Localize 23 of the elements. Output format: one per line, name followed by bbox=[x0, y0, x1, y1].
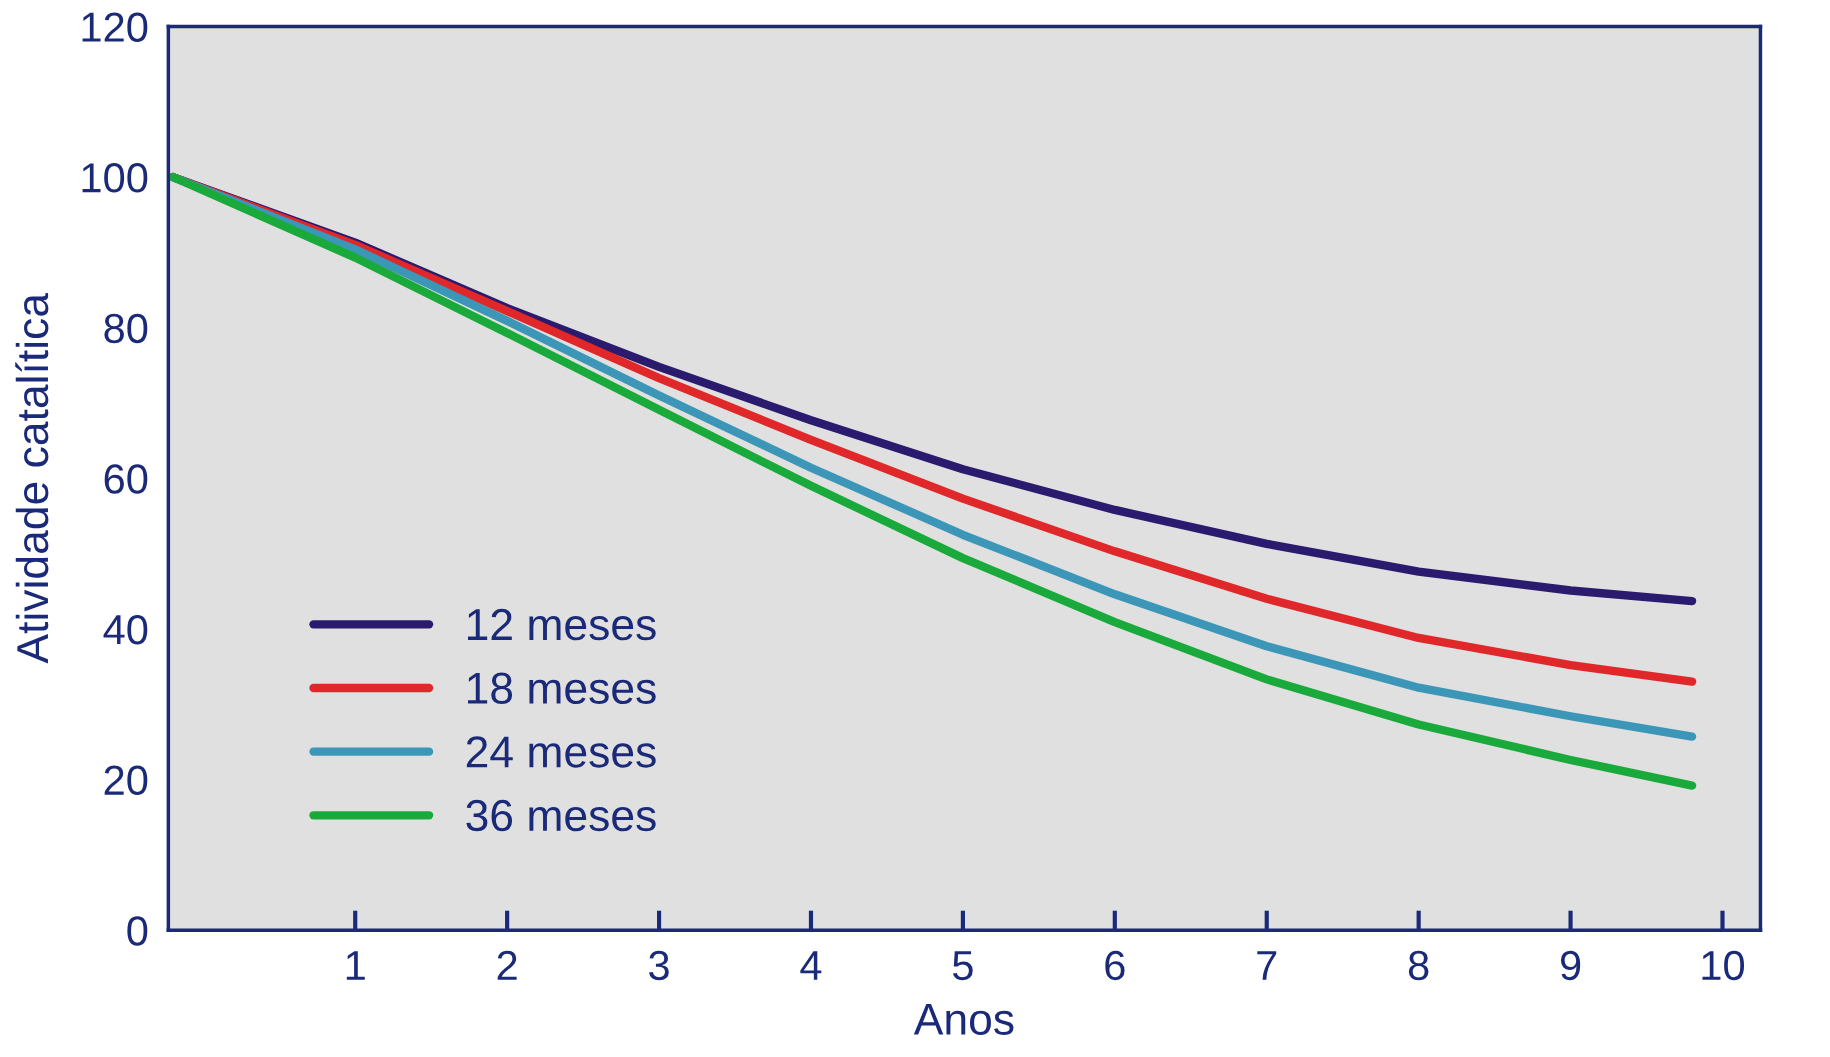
x-tick-label: 1 bbox=[346, 951, 365, 980]
y-tick-label: 60 bbox=[104, 464, 148, 494]
y-tick-label: 0 bbox=[127, 916, 148, 946]
y-tick-label: 40 bbox=[103, 614, 148, 645]
y-tick-label: 80 bbox=[104, 313, 148, 344]
legend-label: 24 meses bbox=[466, 736, 656, 768]
y-axis-title: Atividade catalítica bbox=[15, 293, 49, 664]
x-axis-title: Anos bbox=[913, 1003, 1014, 1035]
legend-label: 36 meses bbox=[466, 799, 656, 832]
x-tick-label: 4 bbox=[800, 951, 822, 980]
y-tick-label: 100 bbox=[82, 163, 148, 193]
x-tick-label: 9 bbox=[1560, 950, 1581, 981]
x-tick-label: 3 bbox=[649, 950, 669, 981]
legend-label: 12 meses bbox=[468, 608, 656, 641]
y-tick-label: 120 bbox=[82, 12, 148, 42]
y-tick-label: 20 bbox=[104, 765, 148, 796]
legend-label: 18 meses bbox=[468, 672, 656, 704]
x-tick-label: 2 bbox=[497, 950, 517, 980]
x-tick-label: 6 bbox=[1105, 950, 1125, 981]
x-tick-label: 5 bbox=[952, 951, 973, 981]
x-tick-label: 7 bbox=[1257, 951, 1277, 980]
x-tick-label: 10 bbox=[1702, 950, 1745, 981]
x-tick-label: 8 bbox=[1408, 950, 1429, 981]
